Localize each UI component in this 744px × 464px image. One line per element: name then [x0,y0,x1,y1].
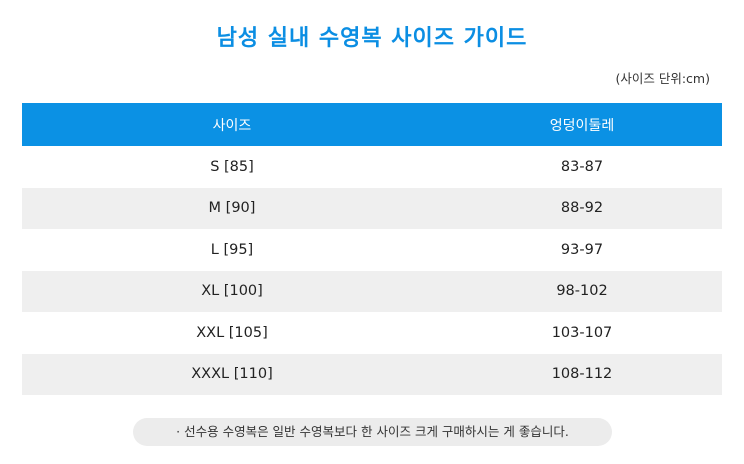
unit-note: (사이즈 단위:cm) [615,71,711,86]
cell-hip: 98-102 [442,270,722,312]
cell-hip: 93-97 [442,229,722,271]
table-row: M [90] 88-92 [22,187,722,229]
cell-hip: 108-112 [442,353,722,395]
table-row: L [95] 93-97 [22,229,722,271]
header-size: 사이즈 [22,103,442,146]
cell-hip: 83-87 [442,146,722,188]
table-row: XXXL [110] 108-112 [22,353,722,395]
cell-hip: 88-92 [442,187,722,229]
table-header-row: 사이즈 엉덩이둘레 [22,103,722,146]
cell-size: XXL [105] [22,312,442,354]
table-row: XXL [105] 103-107 [22,312,722,354]
table-row: S [85] 83-87 [22,146,722,188]
table-row: XL [100] 98-102 [22,270,722,312]
cell-size: M [90] [22,187,442,229]
cell-size: S [85] [22,146,442,188]
cell-size: XXXL [110] [22,353,442,395]
cell-hip: 103-107 [442,312,722,354]
cell-size: XL [100] [22,270,442,312]
footnote-pill: · 선수용 수영복은 일반 수영복보다 한 사이즈 크게 구매하시는 게 좋습니… [133,418,612,446]
cell-size: L [95] [22,229,442,271]
page-title: 남성 실내 수영복 사이즈 가이드 [216,26,528,51]
header-hip: 엉덩이둘레 [442,103,722,146]
size-table: 사이즈 엉덩이둘레 S [85] 83-87 M [90] 88-92 L [9… [22,103,722,395]
